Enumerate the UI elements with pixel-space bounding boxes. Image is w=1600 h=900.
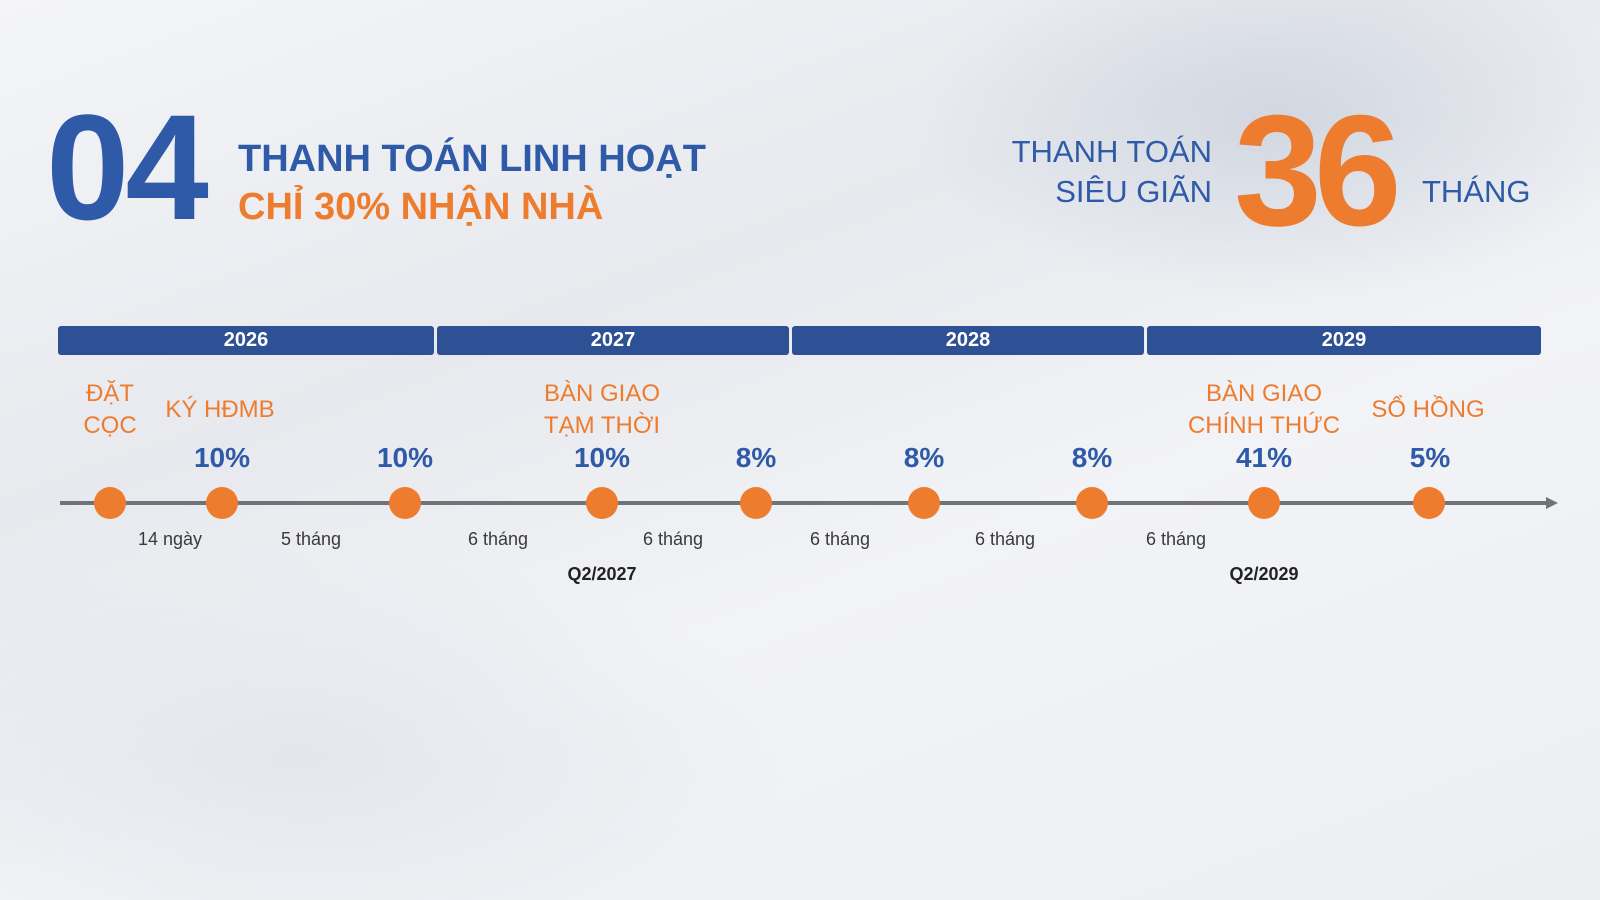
milestone-ban-giao-tam-thoi: BÀN GIAO TẠM THỜI: [544, 378, 660, 442]
right-caption-line-1: THANH TOÁN: [1011, 134, 1212, 169]
timeline-arrow-icon: [1546, 497, 1558, 509]
year-bar-2027: 2027: [437, 326, 789, 355]
title-line-2: CHỈ 30% NHẬN NHÀ: [238, 186, 604, 228]
interval-label-7: 6 tháng: [1145, 529, 1207, 549]
payment-percent-1: 10%: [193, 442, 251, 473]
payment-percent-6: 8%: [1071, 442, 1113, 473]
timeline-dot-payment-4: [740, 487, 772, 519]
year-bar-2028: 2028: [792, 326, 1144, 355]
months-number: 36: [1234, 83, 1402, 259]
timeline-dot-so-hong: [1413, 487, 1445, 519]
interval-label-5: 6 tháng: [809, 529, 871, 549]
payment-percent-4: 8%: [735, 442, 777, 473]
milestone-ban-giao-chinh-thuc: BÀN GIAO CHÍNH THỨC: [1188, 378, 1340, 442]
timeline-axis: [60, 501, 1548, 505]
interval-label-1: 14 ngày: [137, 529, 203, 549]
milestone-dat-coc-line-2: CỌC: [83, 412, 137, 439]
milestone-ky-hdmb: KÝ HĐMB: [165, 396, 275, 423]
payment-percent-3: 10%: [573, 442, 631, 473]
payment-percent-7: 41%: [1235, 442, 1293, 473]
payment-percent-8: 5%: [1409, 442, 1451, 473]
timeline-dot-ky-hdmb: [206, 487, 238, 519]
interval-label-2: 5 tháng: [280, 529, 342, 549]
interval-label-6: 6 tháng: [974, 529, 1036, 549]
timeline-dot-payment-6: [1076, 487, 1108, 519]
milestone-so-hong: SỔ HỒNG: [1371, 396, 1485, 423]
milestone-dat-coc-line-1: ĐẶT: [86, 380, 134, 407]
payment-percent-5: 8%: [903, 442, 945, 473]
milestone-ban-giao-chinh-thuc-line-2: CHÍNH THỨC: [1187, 412, 1341, 439]
title-line-1: THANH TOÁN LINH HOẠT: [238, 138, 706, 180]
milestone-ban-giao-tam-thoi-line-1: BÀN GIAO: [543, 380, 661, 407]
year-bar-2026: 2026: [58, 326, 434, 355]
payment-percent-2: 10%: [376, 442, 434, 473]
quarter-label-q2-2027: Q2/2027: [567, 564, 637, 584]
interval-label-3: 6 tháng: [467, 529, 529, 549]
months-unit: THÁNG: [1422, 174, 1531, 209]
timeline-dot-ban-giao-chinh-thuc: [1248, 487, 1280, 519]
year-bar-2029: 2029: [1147, 326, 1541, 355]
right-caption-line-2: SIÊU GIÃN: [1055, 174, 1212, 209]
timeline-dot-payment-5: [908, 487, 940, 519]
section-number: 04: [46, 83, 209, 251]
milestone-ban-giao-chinh-thuc-line-1: BÀN GIAO: [1205, 380, 1323, 407]
interval-label-4: 6 tháng: [642, 529, 704, 549]
milestone-ban-giao-tam-thoi-line-2: TẠM THỜI: [543, 412, 661, 439]
timeline-dot-dat-coc: [94, 487, 126, 519]
timeline-dot-payment-2: [389, 487, 421, 519]
quarter-label-q2-2029: Q2/2029: [1229, 564, 1299, 584]
timeline-dot-ban-giao-tam-thoi: [586, 487, 618, 519]
milestone-dat-coc: ĐẶT CỌC: [83, 378, 136, 442]
